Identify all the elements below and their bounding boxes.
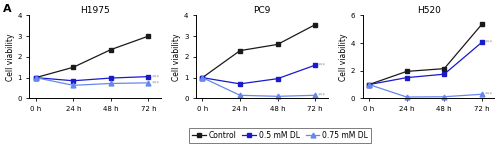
Legend: Control, 0.5 mM DL, 0.75 mM DL: Control, 0.5 mM DL, 0.75 mM DL [190,128,370,143]
Text: ***: *** [152,74,160,79]
Y-axis label: Cell viability: Cell viability [172,33,181,81]
Y-axis label: Cell viability: Cell viability [6,33,15,81]
Title: H1975: H1975 [80,6,110,15]
Y-axis label: Cell viability: Cell viability [339,33,348,81]
Text: ***: *** [152,80,160,85]
Title: PC9: PC9 [253,6,270,15]
Text: A: A [2,4,11,14]
Text: ***: *** [318,93,326,98]
Title: H520: H520 [416,6,440,15]
Text: ***: *** [485,92,493,97]
Text: ***: *** [485,40,493,45]
Text: ***: *** [318,63,326,68]
